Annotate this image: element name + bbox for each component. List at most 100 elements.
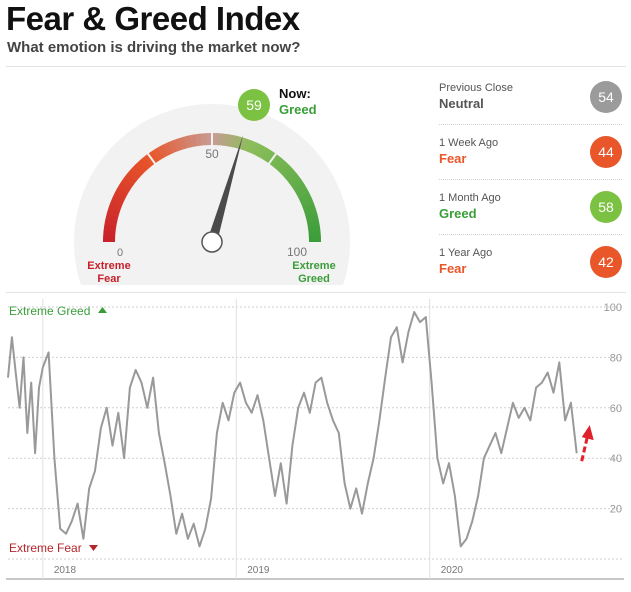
- gauge-arc-segment: [232, 135, 241, 149]
- gauge-arc-segment: [172, 138, 183, 152]
- gauge-arc-segment: [106, 207, 120, 217]
- gauge-arc-segment: [290, 177, 304, 190]
- extreme-fear-chart-label: Extreme Fear: [9, 541, 82, 555]
- gauge-arc-segment: [246, 140, 257, 154]
- gauge-arc-segment: [298, 192, 312, 203]
- gauge-arc-segment: [104, 218, 118, 227]
- gauge-arc-segment: [103, 224, 117, 232]
- history-label: 1 Month Ago: [439, 192, 501, 204]
- gauge-value-badge: [238, 89, 270, 121]
- y-tick-label: 100: [604, 302, 622, 314]
- gauge-arc-segment: [241, 138, 252, 152]
- gauge-arc-segment: [295, 187, 310, 199]
- gauge-arc-segment: [120, 177, 134, 190]
- gauge-arc-segment: [127, 168, 141, 181]
- gauge-arc-segment: [123, 173, 137, 186]
- fear-greed-gauge: 0 50 100 Extreme Fear Extreme Greed 59: [60, 89, 370, 290]
- extreme-greed-chart-label: Extreme Greed: [9, 304, 90, 318]
- gauge-arc-segment: [139, 157, 152, 170]
- gauge-arc-segment: [302, 202, 316, 213]
- triangle-up-icon: [98, 307, 107, 313]
- gauge-arc-segment: [227, 134, 236, 148]
- y-tick-label: 80: [610, 352, 622, 364]
- gauge-value-text: 59: [246, 97, 262, 113]
- gauge-arc-segment: [183, 135, 193, 149]
- extreme-fear-label-line2: Fear: [97, 273, 121, 285]
- gauge-background: [74, 104, 350, 290]
- gauge-arc-segment: [307, 224, 321, 233]
- gauge-arc-segment: [273, 157, 286, 171]
- gauge-arc-divider: [267, 152, 278, 165]
- history-rating: Greed: [439, 206, 477, 221]
- history-label: 1 Year Ago: [439, 247, 493, 259]
- history-rating: Fear: [439, 261, 467, 276]
- gauge-arc-segment: [134, 160, 148, 174]
- trend-arrow-head: [581, 425, 594, 441]
- history-list: Previous Close Neutral 54 1 Week Ago Fea…: [439, 70, 622, 290]
- history-label: 1 Week Ago: [439, 137, 499, 149]
- history-value-badge: 42: [590, 246, 622, 278]
- gauge-arc-divider: [146, 152, 157, 165]
- history-rating: Neutral: [439, 96, 484, 111]
- gauge-arc-segment: [284, 169, 297, 182]
- series-line: [7, 311, 578, 548]
- x-tick-label: 2020: [441, 565, 464, 576]
- gauge-tick-0: 0: [117, 247, 123, 259]
- now-label: Now:: [279, 86, 311, 101]
- gauge-arc-segment: [251, 142, 262, 156]
- gauge-arc-segment: [300, 197, 314, 208]
- gauge-arc-segment: [114, 187, 129, 198]
- gauge-arc-segment: [260, 147, 272, 161]
- gauge-arc-segment: [293, 182, 307, 194]
- history-value-badge: 54: [590, 81, 622, 113]
- y-tick-label: 40: [610, 453, 622, 465]
- gauge-arc-segment: [178, 136, 188, 150]
- gauge-arc-segment: [167, 140, 178, 154]
- gauge-arc-segment: [280, 164, 294, 178]
- gauge-arc-segment: [287, 173, 301, 186]
- x-tick-label: 2018: [54, 565, 77, 576]
- chart-divider: [6, 292, 626, 293]
- gauge-arc-segment: [108, 202, 122, 213]
- gauge-arc-segment: [130, 164, 144, 178]
- gauge-arc-segment: [110, 197, 124, 208]
- extreme-greed-label-line1: Extreme: [292, 260, 335, 272]
- gauge-arc-segment: [112, 192, 126, 203]
- gauge-arc-segment: [162, 142, 173, 156]
- history-label: Previous Close: [439, 82, 513, 94]
- history-row-previous-close: Previous Close Neutral 54: [439, 70, 622, 125]
- gauge-tick-100: 100: [287, 245, 307, 259]
- extreme-greed-label-line2: Greed: [298, 273, 330, 285]
- gauge-needle-hub: [201, 231, 223, 253]
- gauge-arc-segment: [152, 147, 164, 161]
- now-rating: Greed: [279, 102, 317, 117]
- history-line-chart: 20 40 60 80 100 2018 2019 2020 Extreme Greed E…: [6, 299, 624, 580]
- x-tick-label: 2019: [247, 565, 270, 576]
- gauge-arc-segment: [306, 219, 320, 228]
- gauge-arc-segment: [276, 160, 290, 174]
- gauge-tick-50: 50: [205, 147, 219, 161]
- header-divider: [6, 66, 626, 67]
- now-rating-block: Now: Greed: [279, 86, 317, 117]
- gauge-arc-segment: [256, 144, 267, 159]
- gauge-arc-segment: [194, 133, 203, 147]
- gauge-arc-segment: [237, 136, 247, 150]
- gauge-arc-segment: [305, 213, 319, 223]
- history-row-1-year-ago: 1 Year Ago Fear 42: [439, 235, 622, 290]
- gauge-arc-segment: [304, 208, 318, 218]
- y-tick-label: 60: [610, 403, 622, 415]
- page-title: Fear & Greed Index: [6, 0, 300, 37]
- trend-arrow-shaft: [580, 434, 590, 462]
- gauge-arc-segment: [222, 133, 230, 147]
- history-rating: Fear: [439, 151, 467, 166]
- triangle-down-icon: [89, 545, 98, 551]
- gauge-arc-segment: [157, 144, 169, 159]
- y-tick-label: 20: [610, 504, 622, 516]
- gauge-arc-segment: [189, 134, 198, 148]
- gauge-arc-segment: [117, 182, 131, 194]
- history-row-1-week-ago: 1 Week Ago Fear 44: [439, 125, 622, 180]
- history-value-badge: 44: [590, 136, 622, 168]
- history-value-badge: 58: [590, 191, 622, 223]
- extreme-fear-label-line1: Extreme: [87, 260, 130, 272]
- trend-arrow-icon: [580, 425, 594, 462]
